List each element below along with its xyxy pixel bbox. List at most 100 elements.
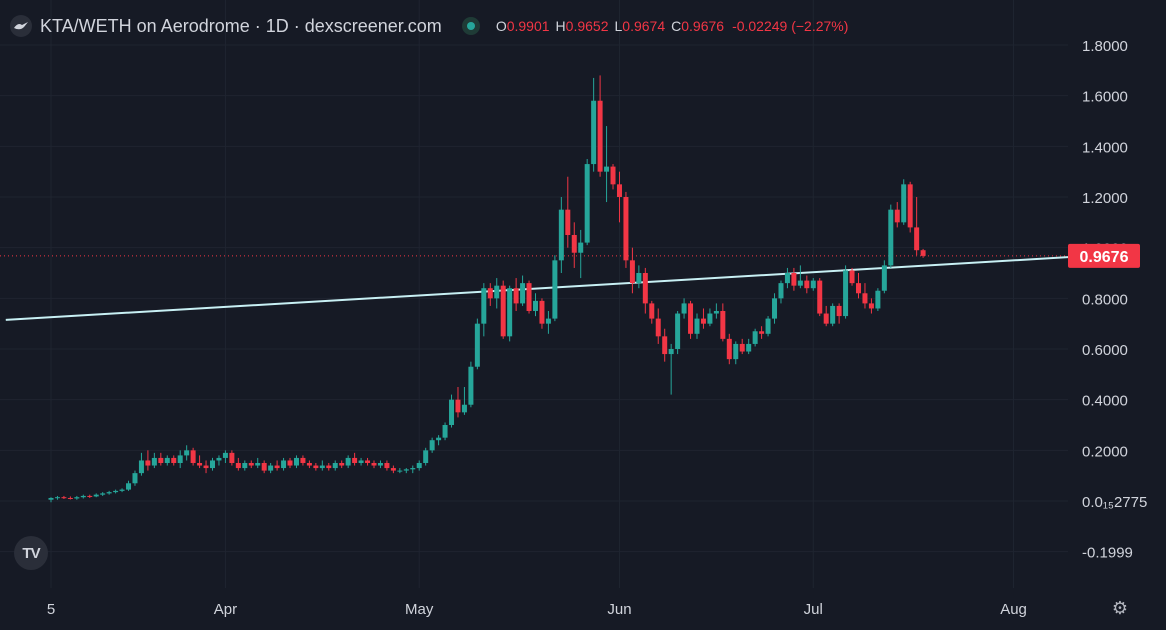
candle-body: [817, 280, 823, 314]
candle-body: [700, 318, 706, 324]
candle-body: [106, 492, 112, 494]
ohlc-open-value: 0.9901: [506, 18, 550, 34]
candle-body: [636, 273, 642, 284]
candle-body: [894, 209, 900, 223]
ohlc-low-key: L: [614, 18, 623, 34]
candle-body: [591, 100, 597, 165]
candle-body: [300, 457, 306, 463]
trendline: [5, 255, 1079, 321]
gear-icon[interactable]: ⚙: [1111, 598, 1129, 618]
last-price-box: [1068, 243, 1140, 268]
candle-body: [584, 164, 590, 243]
candle-body: [481, 288, 487, 324]
ohlc-high-value: 0.9652: [565, 18, 609, 34]
y-tick-label: 1.2000: [1082, 190, 1128, 207]
candle-body: [843, 270, 849, 317]
candle-body: [138, 460, 144, 474]
candle-body: [733, 343, 739, 360]
candle-body: [126, 483, 132, 490]
candle-body: [649, 303, 655, 319]
candle-body: [888, 209, 894, 266]
candle-body: [494, 285, 500, 299]
candle-body: [436, 437, 442, 441]
candle-body: [74, 497, 80, 499]
candle-body: [100, 493, 106, 495]
candle-body: [616, 184, 622, 197]
candle-body: [513, 288, 519, 304]
candle-body: [597, 100, 603, 172]
candle-body: [365, 460, 371, 463]
candle-body: [797, 280, 803, 286]
candle-body: [914, 227, 920, 251]
candle-body: [119, 489, 125, 491]
candle-body: [352, 457, 358, 463]
candle-body: [461, 404, 467, 413]
candle-body: [907, 184, 913, 228]
candle-body: [145, 460, 151, 466]
candle-body: [449, 399, 455, 425]
candle-body: [371, 463, 377, 466]
candle-body: [487, 288, 493, 299]
candle-body: [158, 457, 164, 463]
x-tick-label: Apr: [214, 601, 237, 618]
candle-body: [545, 318, 551, 324]
candle-body: [203, 465, 209, 469]
ohlc-close-key: C: [671, 18, 682, 34]
candle-body: [332, 463, 338, 469]
candle-body: [810, 280, 816, 289]
candle-body: [306, 463, 312, 466]
candle-body: [293, 457, 299, 466]
candle-body: [319, 465, 325, 469]
last-price-label: 0.9676: [1080, 249, 1129, 266]
candles: [48, 75, 926, 503]
candle-body: [132, 473, 138, 484]
status-dot: [461, 17, 480, 35]
candle-body: [229, 452, 235, 463]
candle-body: [720, 311, 726, 339]
candle-body: [177, 455, 183, 463]
candle-body: [390, 468, 396, 471]
candle-body: [759, 331, 765, 334]
candle-body: [248, 463, 254, 466]
candle-body: [216, 457, 222, 461]
candle-body: [474, 323, 480, 367]
y-tick-label: 0.0₁₅2775: [1082, 494, 1147, 511]
candle-body: [533, 300, 538, 311]
candle-body: [113, 490, 119, 493]
candle-body: [423, 450, 429, 463]
tradingview-logo-icon[interactable]: TV: [14, 536, 48, 570]
candle-body: [87, 495, 93, 497]
candle-body: [791, 273, 797, 286]
candle-body: [197, 463, 203, 466]
candle-body: [778, 283, 784, 299]
candle-body: [726, 338, 732, 360]
x-tick-label: Jun: [607, 601, 631, 618]
chart-header: KTA/WETH on Aerodrome · 1D · dexscreener…: [10, 14, 848, 38]
candle-body: [358, 460, 364, 463]
candle-body: [901, 184, 907, 223]
x-tick-label: Aug: [1000, 601, 1027, 618]
candle-body: [604, 166, 610, 172]
candle-body: [856, 283, 861, 294]
candle-body: [571, 235, 577, 253]
candle-body: [242, 463, 248, 469]
candle-body: [287, 460, 293, 466]
ohlc-high-key: H: [555, 18, 566, 34]
candle-body: [48, 497, 54, 500]
candle-body: [455, 399, 461, 413]
candle-body: [520, 283, 526, 304]
candle-body: [830, 305, 836, 324]
candle-body: [765, 318, 771, 334]
ohlc-low-value: 0.9674: [622, 18, 666, 34]
candle-body: [442, 425, 448, 438]
candle-body: [836, 305, 842, 317]
candle-body: [151, 457, 157, 466]
y-tick-label: -0.1999: [1082, 545, 1133, 562]
candle-body: [558, 209, 564, 261]
candle-body: [739, 343, 745, 352]
candle-body: [881, 265, 887, 291]
candle-body: [675, 313, 681, 349]
y-tick-label: 0.6000: [1082, 342, 1128, 359]
candle-body: [862, 293, 868, 304]
